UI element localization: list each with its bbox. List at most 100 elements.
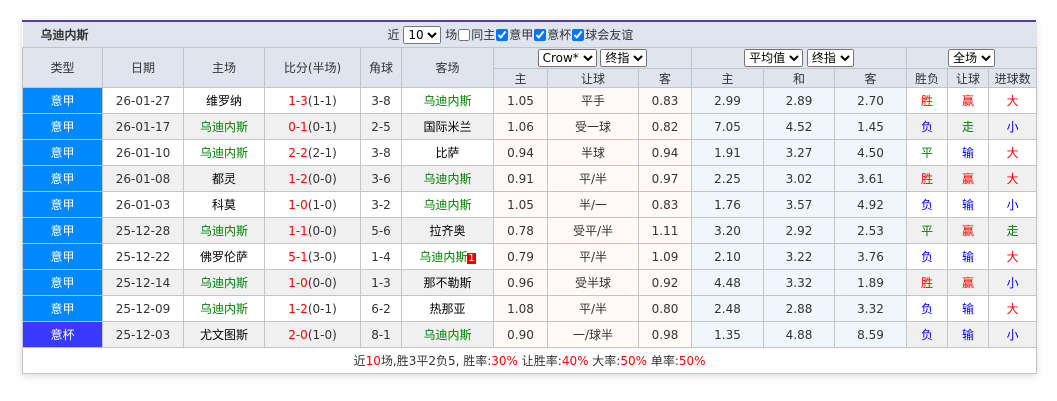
scope-select[interactable]: 全场: [948, 49, 996, 67]
full-score: 5-1: [288, 249, 308, 264]
home-team[interactable]: 佛罗伦萨: [182, 243, 266, 270]
half-score: (1-0): [307, 197, 337, 212]
date-cell: 26-01-10: [102, 139, 184, 166]
full-score: 1-2: [288, 301, 308, 316]
col-date: 日期: [102, 47, 184, 88]
home-team[interactable]: 乌迪内斯: [182, 269, 266, 296]
half-score: (0-1): [307, 301, 337, 316]
ah-company-select[interactable]: Crow*: [537, 49, 597, 67]
score-cell: 1-3(1-1): [264, 87, 362, 114]
home-team[interactable]: 科莫: [182, 191, 266, 218]
league-cell[interactable]: 意甲: [22, 165, 103, 192]
away-team[interactable]: 乌迪内斯1: [401, 243, 495, 270]
ah-line: 平/半: [547, 243, 640, 270]
over-rate: 50%: [620, 354, 648, 368]
league-cell[interactable]: 意甲: [22, 295, 103, 322]
col-home: 主场: [182, 47, 266, 88]
half-score: (3-0): [307, 249, 337, 264]
away-team[interactable]: 乌迪内斯: [401, 87, 495, 114]
eu-kind-select[interactable]: 终指: [806, 49, 854, 67]
eu-company-select[interactable]: 平均值: [744, 49, 804, 67]
date-cell: 26-01-08: [102, 165, 184, 192]
corner-cell: 6-2: [360, 295, 403, 322]
full-score: 1-0: [288, 275, 308, 290]
filter-checkbox-label: 意杯: [547, 27, 572, 42]
full-score: 2-0: [288, 327, 308, 342]
match-row: 意甲 26-01-27 维罗纳 1-3(1-1) 3-8 乌迪内斯 1.05 平手…: [22, 87, 1038, 114]
away-team[interactable]: 那不勒斯: [401, 269, 495, 296]
filter-checkbox[interactable]: [534, 28, 547, 41]
league-cell[interactable]: 意甲: [22, 139, 103, 166]
ou-result-cell: 小: [988, 269, 1038, 296]
ah-result-cell: 输: [947, 139, 990, 166]
league-cell[interactable]: 意甲: [22, 87, 103, 114]
home-team[interactable]: 尤文图斯: [182, 321, 266, 348]
league-cell[interactable]: 意甲: [22, 217, 103, 244]
eu-draw-odds: 3.57: [763, 191, 836, 218]
eu-away-odds: 1.89: [834, 269, 908, 296]
away-team-name: 国际米兰: [423, 120, 472, 134]
league-cell[interactable]: 意甲: [22, 113, 103, 140]
home-team[interactable]: 乌迪内斯: [182, 139, 266, 166]
filter-checkbox[interactable]: [572, 28, 585, 41]
ah-line: 一/球半: [547, 321, 640, 348]
ah-away-odds: 0.98: [638, 321, 693, 348]
away-team[interactable]: 热那亚: [401, 295, 495, 322]
home-team[interactable]: 都灵: [182, 165, 266, 192]
home-team[interactable]: 乌迪内斯: [182, 217, 266, 244]
ah-home-odds: 0.79: [493, 243, 549, 270]
result-cell: 负: [906, 243, 949, 270]
subcol-header: 胜负: [906, 68, 949, 88]
eu-home-odds: 3.20: [691, 217, 765, 244]
away-team[interactable]: 国际米兰: [401, 113, 495, 140]
result-cell: 负: [906, 295, 949, 322]
eu-away-odds: 3.32: [834, 295, 908, 322]
subcol-header: 客: [834, 68, 908, 88]
eu-home-odds: 1.76: [691, 191, 765, 218]
ah-home-odds: 0.96: [493, 269, 549, 296]
league-cell[interactable]: 意甲: [22, 191, 103, 218]
eu-draw-odds: 4.52: [763, 113, 836, 140]
home-team[interactable]: 维罗纳: [182, 87, 266, 114]
summary-text: 场,胜3平2负5, 胜率:: [380, 354, 492, 368]
ah-line: 平/半: [547, 165, 640, 192]
summary-text: 让胜率:: [517, 354, 562, 368]
match-count-select[interactable]: 10: [403, 25, 442, 44]
league-cell[interactable]: 意杯: [22, 321, 103, 348]
date-cell: 25-12-22: [102, 243, 184, 270]
ah-kind-select[interactable]: 终指: [600, 49, 648, 67]
away-team[interactable]: 乌迪内斯: [401, 165, 495, 192]
ah-line: 半/一: [547, 191, 640, 218]
away-team[interactable]: 拉齐奥: [401, 217, 495, 244]
eu-away-odds: 4.92: [834, 191, 908, 218]
league-cell[interactable]: 意甲: [22, 269, 103, 296]
filter-checkbox[interactable]: [496, 28, 509, 41]
eu-draw-odds: 2.92: [763, 217, 836, 244]
date-cell: 25-12-09: [102, 295, 184, 322]
league-cell[interactable]: 意甲: [22, 243, 103, 270]
score-cell: 2-2(2-1): [264, 139, 362, 166]
home-team[interactable]: 乌迪内斯: [182, 295, 266, 322]
ah-away-odds: 0.82: [638, 113, 693, 140]
panel-title: 乌迪内斯: [22, 22, 265, 48]
half-score: (2-1): [307, 145, 337, 160]
result-cell: 胜: [906, 165, 949, 192]
ou-result-cell: 小: [988, 191, 1038, 218]
eu-home-odds: 1.35: [691, 321, 765, 348]
away-team[interactable]: 乌迪内斯: [401, 321, 495, 348]
half-score: (0-1): [307, 119, 337, 134]
ou-result-cell: 小: [988, 321, 1038, 348]
eu-away-odds: 4.50: [834, 139, 908, 166]
ah-away-odds: 0.94: [638, 139, 693, 166]
away-team[interactable]: 乌迪内斯: [401, 191, 495, 218]
ah-result-cell: 输: [947, 191, 990, 218]
date-cell: 26-01-03: [102, 191, 184, 218]
eu-draw-odds: 3.22: [763, 243, 836, 270]
filter-checkbox-label: 球会友谊: [585, 27, 634, 42]
result-cell: 胜: [906, 269, 949, 296]
away-team-name: 乌迪内斯: [423, 94, 472, 108]
home-team[interactable]: 乌迪内斯: [182, 113, 266, 140]
corner-cell: 3-8: [360, 139, 403, 166]
filter-checkbox[interactable]: [458, 28, 471, 41]
away-team[interactable]: 比萨: [401, 139, 495, 166]
